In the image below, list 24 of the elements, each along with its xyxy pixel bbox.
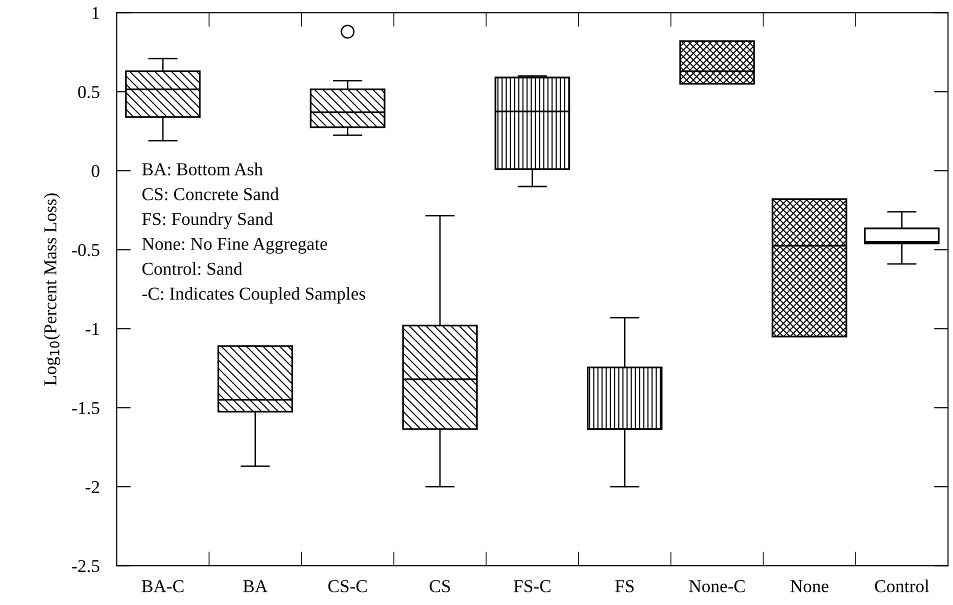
y-axis-title: Log$_{10}$(Percent Mass Loss) bbox=[44, 193, 60, 386]
annotation: None: No Fine Aggregate bbox=[142, 238, 328, 254]
y-tick-label: 0 bbox=[92, 164, 100, 178]
y-tick-label: -1 bbox=[86, 323, 99, 335]
x-tick-label: None bbox=[790, 580, 828, 592]
annotation: BA: Bottom Ash bbox=[142, 162, 263, 176]
x-tick-label: FS-C bbox=[514, 580, 550, 592]
x-tick-label: FS bbox=[615, 580, 634, 592]
annotation: Control: Sand bbox=[142, 262, 242, 275]
x-tick-label: None-C bbox=[689, 580, 745, 592]
x-tick-label: BA-C bbox=[142, 580, 184, 592]
x-tick-label: CS bbox=[430, 580, 450, 592]
y-tick-label: -2.5 bbox=[72, 560, 100, 572]
y-tick-label: 0.5 bbox=[78, 86, 100, 98]
annotation: -C: Indicates Coupled Samples bbox=[142, 287, 366, 304]
annotation: FS: Foundry Sand bbox=[142, 212, 273, 229]
y-tick-label: -0.5 bbox=[72, 244, 100, 256]
x-tick-label: CS-C bbox=[328, 580, 367, 592]
y-tick-label: -1.5 bbox=[72, 402, 100, 414]
x-tick-label: BA bbox=[243, 580, 268, 592]
y-tick-label: 1 bbox=[92, 7, 99, 19]
y-tick-label: -2 bbox=[86, 481, 100, 493]
x-tick-label: Control bbox=[874, 580, 930, 592]
annotation: CS: Concrete Sand bbox=[142, 188, 279, 200]
